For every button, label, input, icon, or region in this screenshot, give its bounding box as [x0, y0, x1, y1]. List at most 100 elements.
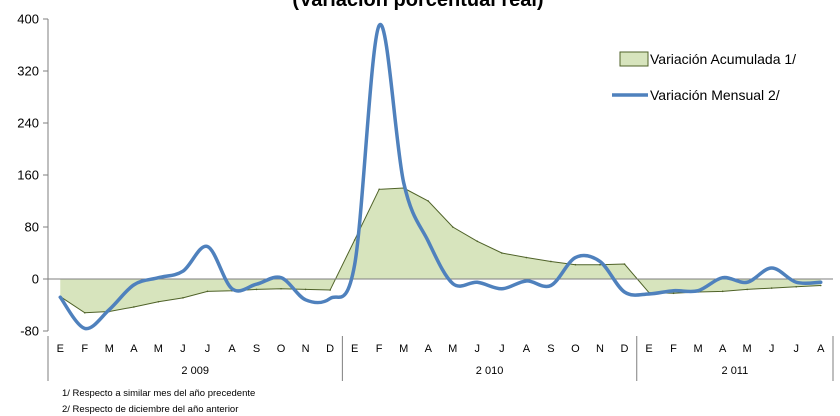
x-tick-label: A	[425, 343, 433, 355]
year-label: 2 011	[722, 365, 749, 377]
x-tick-label: M	[448, 343, 457, 355]
point-mensual	[574, 256, 577, 259]
y-tick-label: -80	[20, 324, 39, 339]
x-tick-label: J	[769, 343, 775, 355]
y-tick-label: 320	[17, 64, 39, 79]
point-mensual	[402, 181, 405, 184]
y-tick-label: 0	[32, 272, 39, 287]
point-acumulada	[721, 290, 724, 293]
point-mensual	[819, 281, 822, 284]
legend-label-acumulada: Variación Acumulada 1/	[650, 51, 796, 67]
x-tick-label: M	[105, 343, 114, 355]
point-mensual	[549, 284, 553, 287]
point-mensual	[500, 287, 504, 290]
point-acumulada	[304, 288, 307, 291]
point-mensual	[157, 276, 160, 279]
year-label: 2 009	[181, 365, 209, 377]
point-acumulada	[206, 290, 209, 293]
x-tick-label: D	[621, 343, 629, 355]
x-tick-label: M	[743, 343, 752, 355]
point-acumulada	[550, 260, 552, 263]
y-axis: 400 320 240 160 80 0 -80	[17, 12, 49, 339]
point-mensual	[181, 270, 185, 273]
x-tick-label: A	[130, 343, 138, 355]
x-tick-label: E	[645, 343, 652, 355]
x-tick-label: F	[376, 343, 383, 355]
footnote-2: 2/ Respecto de diciembre del año anterio…	[62, 404, 238, 415]
point-mensual	[427, 240, 430, 243]
x-tick-label: N	[302, 343, 310, 355]
x-axis: E F M A M J J A S O N D E F M A M J J A S O N D E F M A M J J A 2 009 2 0…	[47, 336, 834, 381]
point-mensual	[59, 296, 62, 299]
point-mensual	[353, 263, 356, 266]
x-tick-label: J	[499, 343, 505, 355]
x-tick-label: S	[253, 343, 260, 355]
point-mensual	[745, 281, 749, 284]
x-tick-label: F	[81, 343, 88, 355]
plot-area	[48, 23, 833, 331]
point-mensual	[721, 276, 724, 279]
footnote-1: 1/ Respecto a similar mes del año preced…	[62, 388, 255, 399]
point-mensual	[696, 289, 700, 292]
x-tick-label: M	[154, 343, 163, 355]
point-mensual	[598, 260, 602, 263]
x-tick-label: A	[719, 343, 727, 355]
point-acumulada	[501, 252, 503, 254]
x-tick-label: O	[571, 343, 580, 355]
point-mensual	[83, 327, 86, 330]
point-mensual	[255, 283, 258, 286]
legend-label-mensual: Variación Mensual 2/	[650, 87, 780, 103]
point-acumulada	[476, 240, 479, 243]
point-acumulada	[378, 188, 380, 191]
point-mensual	[672, 289, 675, 292]
x-tick-label: J	[475, 343, 481, 355]
point-acumulada	[672, 292, 675, 295]
x-tick-label: J	[205, 343, 211, 355]
x-tick-label: M	[399, 343, 408, 355]
point-acumulada	[427, 200, 430, 202]
point-acumulada	[746, 288, 748, 291]
point-mensual	[108, 308, 111, 311]
chart-title: (Variación porcentual real)	[292, 0, 543, 11]
point-mensual	[623, 290, 626, 294]
point-acumulada	[255, 288, 258, 291]
point-acumulada	[623, 263, 626, 265]
point-mensual	[279, 276, 283, 279]
x-tick-label: J	[180, 343, 186, 355]
x-tick-label: D	[326, 343, 334, 355]
point-mensual	[770, 266, 773, 270]
point-acumulada	[182, 297, 184, 299]
point-mensual	[525, 279, 528, 283]
y-tick-label: 80	[25, 220, 39, 235]
x-tick-label: E	[351, 343, 358, 355]
point-acumulada	[525, 256, 528, 259]
point-acumulada	[157, 300, 160, 303]
legend-swatch-acumulada	[619, 51, 649, 67]
point-mensual	[476, 281, 479, 284]
point-acumulada	[83, 312, 86, 314]
x-tick-label: A	[228, 343, 236, 355]
point-acumulada	[329, 289, 331, 291]
line-mensual	[58, 23, 823, 331]
x-tick-label: A	[817, 343, 825, 355]
point-acumulada	[770, 287, 773, 289]
point-mensual	[377, 24, 381, 27]
x-tick-label: N	[596, 343, 604, 355]
point-mensual	[206, 245, 209, 248]
y-tick-label: 160	[17, 168, 39, 183]
year-label: 2 010	[476, 365, 504, 377]
y-tick-label: 400	[17, 12, 39, 27]
point-acumulada	[280, 287, 282, 290]
point-mensual	[132, 283, 136, 287]
point-acumulada	[451, 226, 454, 228]
point-mensual	[304, 298, 307, 301]
point-mensual	[230, 287, 234, 290]
point-mensual	[451, 282, 454, 285]
legend: Variación Acumulada 1/ Variación Mensual…	[612, 51, 796, 103]
x-tick-label: S	[547, 343, 554, 355]
point-acumulada	[133, 306, 135, 308]
x-tick-label: J	[793, 343, 799, 355]
point-mensual	[647, 292, 651, 296]
point-acumulada	[574, 263, 577, 266]
